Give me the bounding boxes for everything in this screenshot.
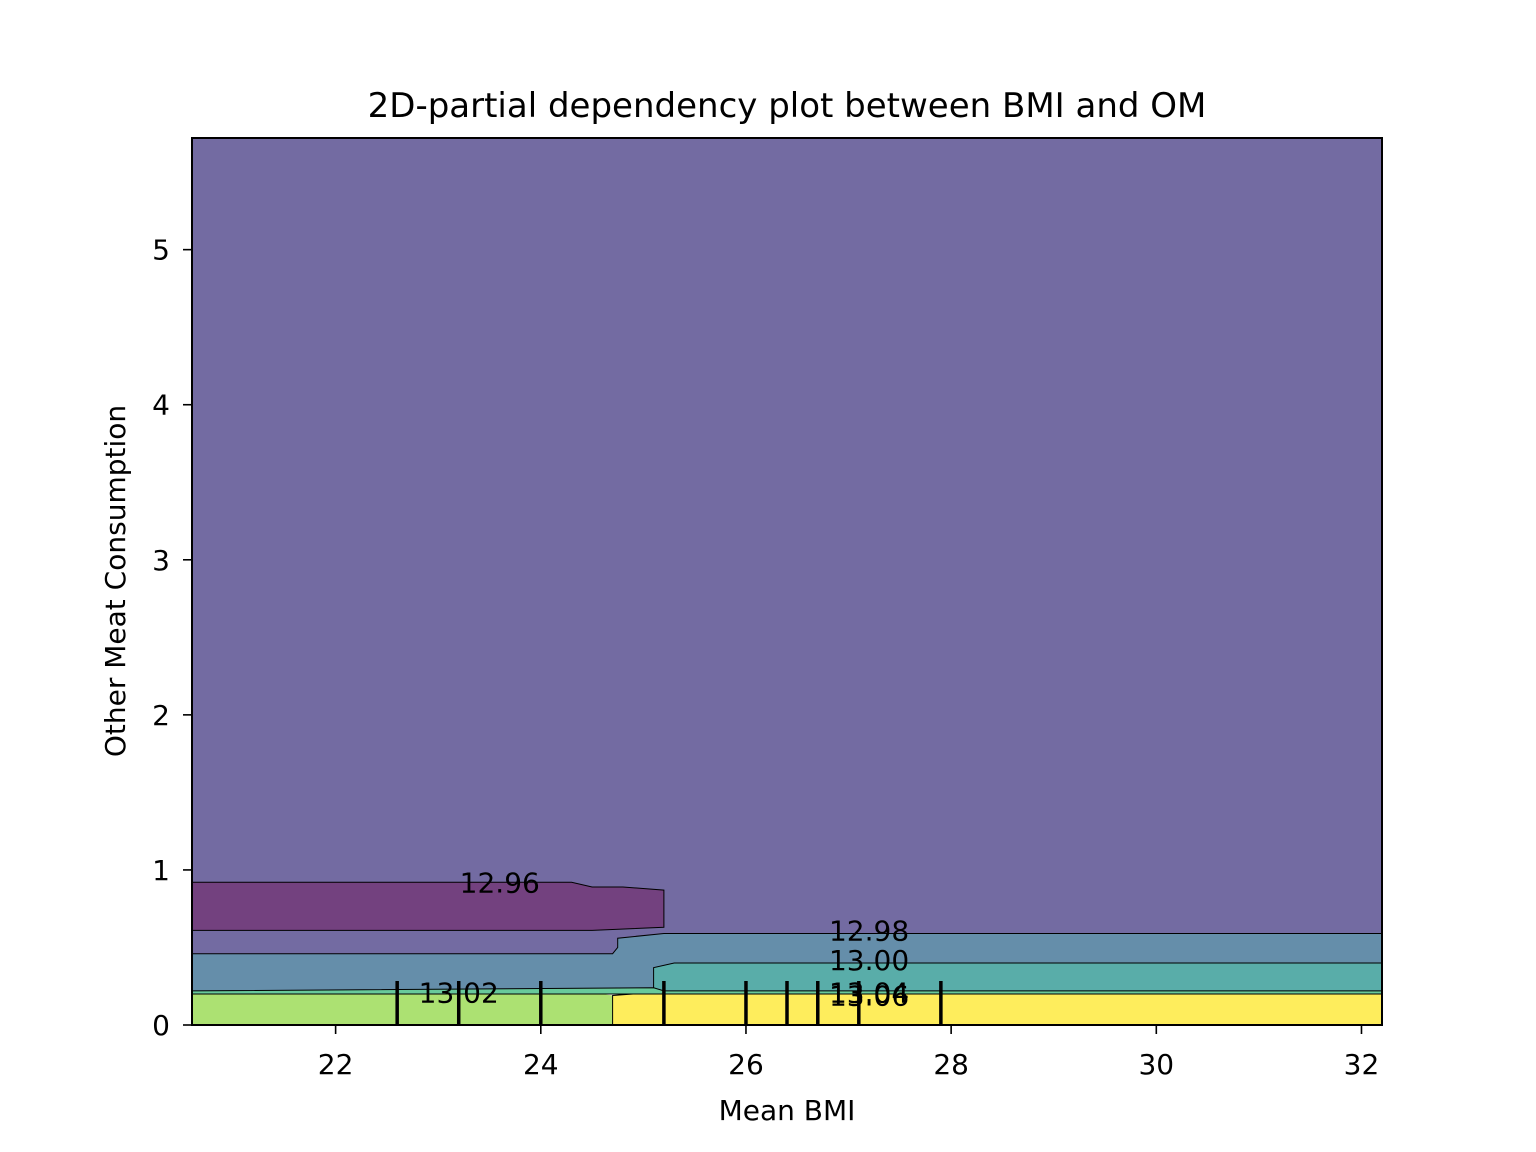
contour-label-4: 13.04 bbox=[829, 976, 909, 1009]
x-axis-ticks: 22 24 26 28 30 32 bbox=[318, 1025, 1380, 1081]
chart-title: 2D-partial dependency plot between BMI a… bbox=[368, 86, 1207, 126]
contour-region-6 bbox=[612, 994, 1382, 1025]
rug-ticks bbox=[395, 981, 943, 1025]
contour-label-1: 12.98 bbox=[829, 914, 909, 947]
y-axis-label: Other Meat Consumption bbox=[99, 405, 132, 757]
x-tick-label-5: 32 bbox=[1344, 1048, 1380, 1081]
y-tick-label-1: 1 bbox=[152, 854, 170, 887]
contour-region-1 bbox=[192, 882, 664, 931]
contour-line-0 bbox=[192, 881, 665, 931]
contour-region-0 bbox=[192, 138, 1382, 954]
contour-label-2: 13.00 bbox=[829, 944, 909, 977]
contour-line-5 bbox=[612, 993, 1382, 1025]
y-tick-label-2: 2 bbox=[152, 699, 170, 732]
x-tick-label-4: 30 bbox=[1138, 1048, 1174, 1081]
x-axis-label: Mean BMI bbox=[719, 1094, 856, 1127]
contour-label-5: 13.06 bbox=[829, 980, 909, 1013]
y-tick-label-0: 0 bbox=[152, 1009, 170, 1042]
x-tick-label-1: 24 bbox=[523, 1048, 559, 1081]
contour-line-2 bbox=[653, 962, 1382, 988]
x-tick-label-3: 28 bbox=[933, 1048, 969, 1081]
y-axis-ticks: 0 1 2 3 4 5 bbox=[152, 234, 192, 1042]
x-tick-label-2: 26 bbox=[728, 1048, 764, 1081]
contour-region-5 bbox=[192, 994, 613, 1025]
x-tick-label-0: 22 bbox=[318, 1048, 354, 1081]
contour-regions bbox=[192, 138, 1382, 1025]
contour-label-0: 12.96 bbox=[460, 866, 540, 899]
y-tick-label-3: 3 bbox=[152, 544, 170, 577]
contour-region-2 bbox=[192, 933, 1382, 991]
y-tick-label-5: 5 bbox=[152, 234, 170, 267]
contour-line-3 bbox=[191, 987, 1382, 992]
contour-lines bbox=[191, 881, 1382, 1025]
contour-line-1 bbox=[192, 933, 1382, 955]
y-tick-label-4: 4 bbox=[152, 389, 170, 422]
plot-frame bbox=[191, 137, 1383, 1026]
contour-region-3 bbox=[653, 963, 1382, 991]
